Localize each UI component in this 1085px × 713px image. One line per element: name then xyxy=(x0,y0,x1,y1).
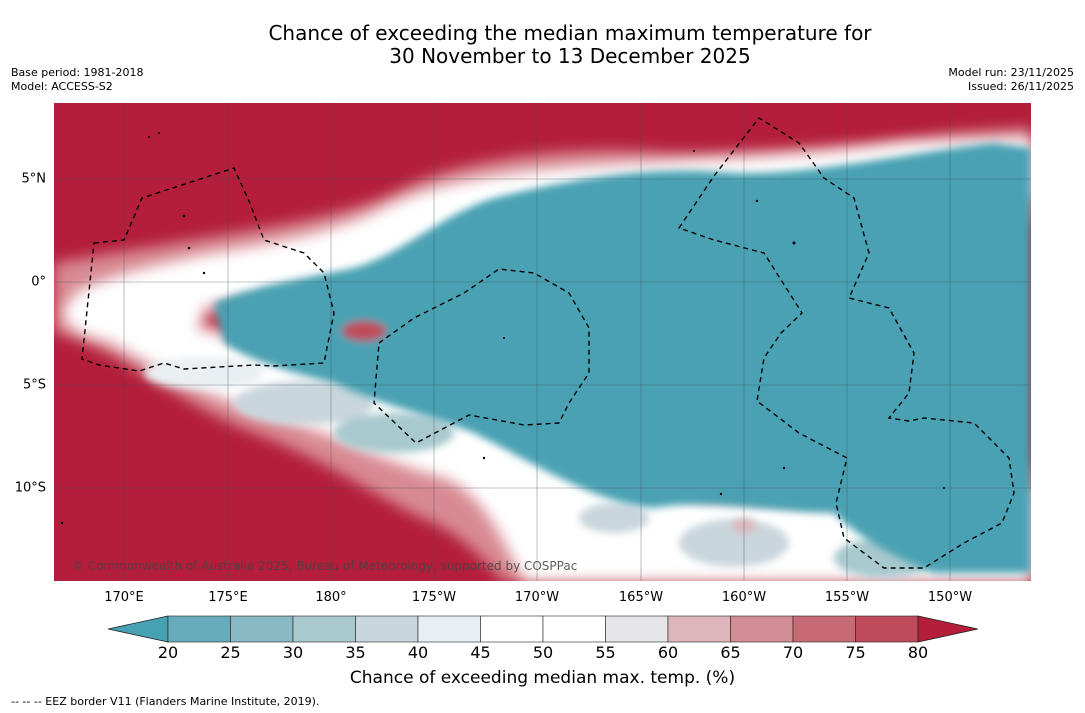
pocket-3 xyxy=(679,519,789,567)
island xyxy=(158,132,160,134)
lat-label-0: 0° xyxy=(31,274,46,290)
colorbar-tick-label: 80 xyxy=(907,643,929,662)
colorbar-tick-label: 40 xyxy=(407,643,429,662)
island xyxy=(503,337,505,339)
lat-label-10s: 10°S xyxy=(14,480,46,496)
lon-label-170e: 170°E xyxy=(104,590,144,605)
island xyxy=(782,466,786,470)
lon-label-150w: 150°W xyxy=(927,590,973,605)
model-run: Model run: 23/11/2025 xyxy=(948,66,1074,79)
lat-label-5s: 5°S xyxy=(22,377,46,393)
colorbar-tick-label: 30 xyxy=(282,643,304,662)
colorbar-tick-label: 20 xyxy=(157,643,179,662)
teal-region-main xyxy=(214,143,1031,573)
colorbar-tick-label: 35 xyxy=(345,643,366,662)
colorbar-segment xyxy=(792,615,856,643)
base-period: Base period: 1981-2018 xyxy=(11,66,144,79)
lon-label-180: 180° xyxy=(315,590,347,605)
title-line-2: 30 November to 13 December 2025 xyxy=(389,44,751,68)
colorbar-label: Chance of exceeding median max. temp. (%… xyxy=(349,668,736,688)
colorbar-extend-low xyxy=(108,615,169,643)
eez-footnote: -- -- -- EEZ border V11 (Flanders Marine… xyxy=(11,695,320,708)
island xyxy=(792,241,796,245)
eez-borders xyxy=(81,117,1015,569)
pocket-2 xyxy=(334,413,454,453)
colorbar-tick-label: 25 xyxy=(220,643,241,662)
colorbar-segment xyxy=(667,615,731,643)
colorbar-segment xyxy=(292,615,356,643)
meta-left: Base period: 1981-2018 Model: ACCESS-S2 xyxy=(11,66,143,94)
title-line-1: Chance of exceeding the median maximum t… xyxy=(268,21,872,45)
colorbar-segment xyxy=(417,615,481,643)
island xyxy=(693,150,695,152)
copyright-notice: © Commonwealth of Australia 2025, Bureau… xyxy=(72,559,578,573)
map-svg xyxy=(54,103,1031,581)
pocket-6 xyxy=(144,357,264,389)
colorbar-segment xyxy=(605,615,669,643)
graticule xyxy=(54,103,1031,581)
red-pocket-central xyxy=(342,321,386,341)
lon-label-170w: 170°W xyxy=(514,590,560,605)
lon-label-175w: 175°W xyxy=(411,590,457,605)
colorbar-segment xyxy=(542,615,606,643)
lon-label-175e: 175°E xyxy=(208,590,248,605)
island xyxy=(202,271,206,275)
lon-label-155w: 155°W xyxy=(824,590,870,605)
colorbar-segment xyxy=(480,615,544,643)
lon-label-160w: 160°W xyxy=(721,590,767,605)
colorbar xyxy=(108,615,978,643)
colorbar-segments xyxy=(108,615,978,643)
model-name: Model: ACCESS-S2 xyxy=(11,80,113,93)
meta-right: Model run: 23/11/2025 Issued: 26/11/2025 xyxy=(948,66,1074,94)
white-patch-west xyxy=(64,283,204,343)
colorbar-segment xyxy=(855,615,919,643)
island xyxy=(482,456,486,460)
island xyxy=(755,199,759,203)
colorbar-tick-label: 70 xyxy=(782,643,804,662)
eez-kiribati-gilberts xyxy=(81,167,335,372)
island xyxy=(943,487,945,489)
island xyxy=(719,492,723,496)
colorbar-segment xyxy=(167,615,231,643)
pocket-5 xyxy=(579,503,649,533)
colorbar-tick-label: 45 xyxy=(470,643,491,662)
grey-blue-pockets xyxy=(144,357,934,578)
island xyxy=(60,521,64,525)
colorbar-segment xyxy=(355,615,419,643)
colorbar-segment xyxy=(730,615,794,643)
colorbar-tick-label: 55 xyxy=(595,643,616,662)
colorbar-segment xyxy=(230,615,294,643)
colorbar-tick-label: 65 xyxy=(720,643,741,662)
island xyxy=(187,246,191,250)
lat-label-5n: 5°N xyxy=(21,171,47,187)
pocket-1 xyxy=(234,381,374,425)
island xyxy=(148,136,150,138)
island xyxy=(182,214,186,218)
colorbar-tick-label: 75 xyxy=(845,643,866,662)
lon-label-165w: 165°W xyxy=(618,590,664,605)
colorbar-tick-label: 50 xyxy=(532,643,554,662)
chart-title: Chance of exceeding the median maximum t… xyxy=(0,22,1085,68)
eez-line-islands xyxy=(677,117,1015,569)
islands xyxy=(60,132,945,525)
colorbar-tick-label: 60 xyxy=(657,643,679,662)
issued-date: Issued: 26/11/2025 xyxy=(967,80,1074,93)
forecast-map: © Commonwealth of Australia 2025, Bureau… xyxy=(54,103,1031,581)
colorbar-extend-high xyxy=(917,615,978,643)
